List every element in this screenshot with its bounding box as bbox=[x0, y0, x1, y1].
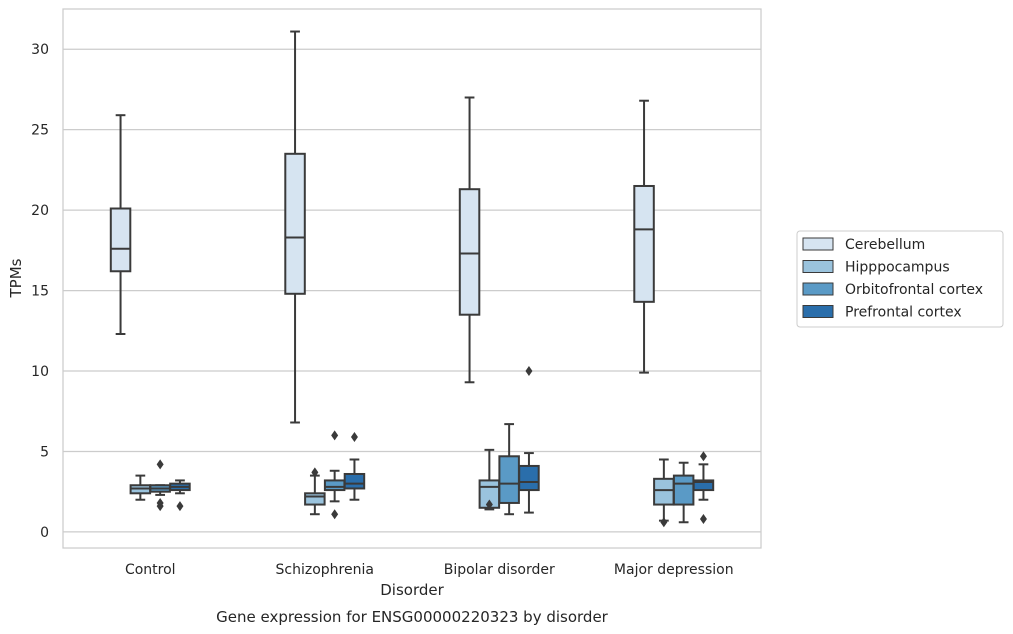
box-iqr bbox=[343, 472, 366, 490]
outlier-point bbox=[699, 514, 707, 525]
box-iqr bbox=[109, 207, 132, 273]
outlier-point bbox=[156, 459, 164, 470]
legend-swatch bbox=[802, 260, 834, 273]
y-tick-label: 25 bbox=[31, 123, 49, 139]
box-iqr bbox=[672, 474, 695, 506]
box-2-0 bbox=[458, 96, 481, 384]
legend-label: Orbitofrontal cortex bbox=[845, 282, 983, 298]
chart-title: Gene expression for ENSG00000220323 by d… bbox=[216, 608, 609, 626]
y-tick-label: 20 bbox=[31, 203, 49, 219]
box-iqr bbox=[458, 188, 481, 316]
legend-label: Prefrontal cortex bbox=[845, 305, 962, 321]
x-tick-label: Schizophrenia bbox=[276, 562, 374, 578]
box-3-3 bbox=[692, 451, 715, 525]
outlier-point bbox=[331, 509, 339, 520]
boxes-layer bbox=[109, 30, 715, 528]
box-1-3 bbox=[343, 431, 366, 501]
outlier-point bbox=[485, 499, 493, 510]
box-3-0 bbox=[633, 99, 655, 374]
box-1-0 bbox=[284, 30, 306, 424]
legend-frame bbox=[796, 230, 1004, 328]
y-axis-label: TPMs bbox=[7, 258, 25, 298]
box-iqr bbox=[323, 479, 346, 492]
box-2-1 bbox=[478, 448, 501, 511]
box-0-3 bbox=[169, 479, 191, 512]
box-iqr bbox=[498, 455, 520, 504]
box-0-1 bbox=[129, 474, 152, 501]
x-tick-label: Major depression bbox=[614, 562, 734, 578]
box-3-2 bbox=[672, 461, 695, 524]
grid-lines bbox=[63, 48, 761, 533]
y-tick-label: 0 bbox=[40, 525, 49, 541]
box-iqr bbox=[518, 464, 540, 492]
box-1-2 bbox=[323, 430, 346, 520]
y-tick-label: 15 bbox=[31, 284, 49, 300]
outlier-point bbox=[660, 517, 668, 528]
box-iqr bbox=[653, 477, 675, 506]
x-tick-label: Bipolar disorder bbox=[444, 562, 555, 578]
legend-label: Cerebellum bbox=[845, 237, 925, 253]
outlier-point bbox=[176, 501, 184, 512]
box-3-1 bbox=[653, 458, 675, 528]
outlier-point bbox=[525, 366, 533, 377]
y-tick-label: 30 bbox=[31, 42, 49, 58]
box-iqr bbox=[304, 492, 326, 506]
legend-swatch bbox=[802, 237, 834, 251]
x-tick-label: Control bbox=[125, 562, 176, 578]
plot-frame bbox=[62, 8, 762, 549]
outlier-point bbox=[350, 431, 358, 442]
x-axis-label: Disorder bbox=[380, 581, 444, 599]
box-1-1 bbox=[304, 467, 326, 516]
box-iqr bbox=[284, 152, 306, 295]
y-tick-label: 10 bbox=[31, 364, 49, 380]
outlier-point bbox=[699, 451, 707, 462]
legend-swatch bbox=[802, 282, 834, 296]
outlier-point bbox=[311, 467, 319, 478]
box-0-2 bbox=[149, 459, 171, 512]
box-iqr bbox=[692, 479, 715, 492]
legend: Cerebellum Hipppocampus Orbitofrontal cort… bbox=[796, 230, 1004, 328]
tick-labels: 0 5 10 15 20 25 30 Control Schizophrenia Bipolar … bbox=[31, 42, 733, 578]
box-2-3 bbox=[518, 366, 540, 514]
legend-label: Hipppocampus bbox=[845, 260, 950, 276]
outlier-point bbox=[331, 430, 339, 441]
box-0-0 bbox=[109, 114, 132, 336]
y-tick-label: 5 bbox=[40, 444, 49, 460]
box-iqr bbox=[633, 184, 655, 303]
box-2-2 bbox=[498, 423, 520, 516]
outlier-point bbox=[156, 501, 164, 512]
legend-swatch bbox=[802, 305, 834, 318]
